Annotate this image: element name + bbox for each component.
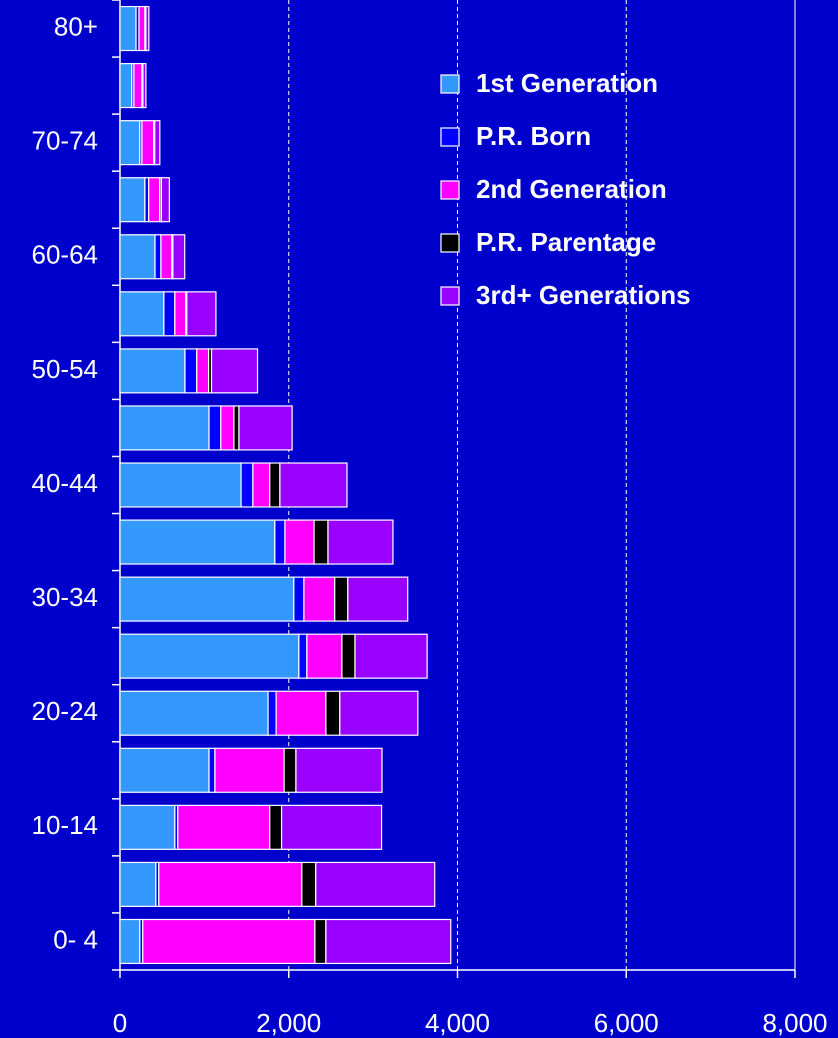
bar-segment — [354, 633, 428, 679]
y-tick-label: 60-64 — [32, 240, 99, 270]
bar-segment — [119, 918, 141, 965]
bar-segment — [325, 918, 452, 965]
y-tick-label: 70-74 — [32, 126, 99, 156]
bar-segment — [327, 519, 394, 565]
bar-segment — [119, 747, 210, 793]
bar-segment — [145, 5, 150, 52]
bar-segment — [196, 348, 210, 394]
bar-segment — [119, 804, 176, 850]
bar-segment — [306, 633, 343, 679]
x-tick-label: 0 — [113, 1008, 127, 1038]
bar-segment — [184, 348, 198, 394]
bar-segment — [233, 405, 240, 451]
bar-segment — [119, 633, 300, 679]
bar-segment — [314, 918, 327, 965]
x-tick-label: 4,000 — [425, 1008, 490, 1038]
bar-segment — [269, 462, 281, 508]
bar-segment — [142, 918, 316, 965]
y-tick-label: 10-14 — [32, 810, 99, 840]
bar-segment — [119, 234, 156, 280]
bar-segment — [208, 747, 216, 793]
legend-swatch — [440, 127, 460, 147]
bar-segment — [339, 690, 419, 736]
bar-segment — [163, 291, 176, 337]
bar-segment — [186, 291, 217, 337]
legend-swatch — [440, 180, 460, 200]
bar-segment — [313, 519, 329, 565]
bar-segment — [295, 747, 383, 793]
x-tick-label: 6,000 — [594, 1008, 659, 1038]
bar-segment — [119, 861, 157, 907]
legend-swatch — [440, 74, 460, 94]
bar-segment — [119, 291, 165, 337]
bar-segment — [172, 234, 186, 280]
bar-segment — [142, 63, 147, 109]
bar-segment — [210, 348, 259, 394]
y-tick-label: 50-54 — [32, 354, 99, 384]
bar-segment — [341, 633, 356, 679]
bar-segment — [158, 861, 303, 907]
bar-segment — [174, 291, 187, 337]
legend-swatch — [440, 233, 460, 253]
legend-label: P.R. Born — [476, 121, 591, 151]
bar-segment — [119, 5, 137, 52]
legend-label: 3rd+ Generations — [476, 280, 691, 310]
bar-segment — [267, 690, 277, 736]
bar-segment — [347, 576, 409, 622]
bar-segment — [119, 63, 133, 109]
bar-segment — [119, 177, 146, 223]
bar-segment — [284, 519, 315, 565]
bar-segment — [279, 462, 348, 508]
bar-segment — [208, 405, 222, 451]
x-tick-label: 8,000 — [762, 1008, 827, 1038]
bar-segment — [141, 120, 155, 166]
x-tick-label: 2,000 — [256, 1008, 321, 1038]
bar-segment — [119, 348, 186, 394]
bar-segment — [240, 462, 254, 508]
bar-segment — [119, 120, 141, 166]
bar-segment — [160, 177, 170, 223]
bar-segment — [133, 63, 143, 109]
legend-label: P.R. Parentage — [476, 227, 656, 257]
bar-segment — [119, 405, 210, 451]
bar-segment — [138, 5, 146, 52]
y-tick-label: 20-24 — [32, 696, 99, 726]
bar-segment — [301, 861, 317, 907]
bar-segment — [119, 690, 269, 736]
bar-segment — [119, 462, 242, 508]
bar-segment — [119, 519, 276, 565]
bar-segment — [298, 633, 308, 679]
bar-segment — [293, 576, 305, 622]
legend-label: 2nd Generation — [476, 174, 667, 204]
bar-segment — [119, 576, 295, 622]
y-tick-label: 40-44 — [32, 468, 99, 498]
legend-swatch — [440, 286, 460, 306]
bar-segment — [252, 462, 271, 508]
y-tick-label: 80+ — [54, 11, 98, 41]
bar-segment — [148, 177, 161, 223]
bar-segment — [274, 519, 286, 565]
bar-segment — [315, 861, 436, 907]
bar-segment — [334, 576, 349, 622]
bar-segment — [160, 234, 173, 280]
bar-segment — [275, 690, 327, 736]
bar-segment — [303, 576, 336, 622]
bar-segment — [154, 234, 162, 280]
bar-segment — [238, 405, 293, 451]
bar-segment — [325, 690, 341, 736]
y-tick-label: 0- 4 — [53, 924, 98, 954]
bar-segment — [269, 804, 283, 850]
legend-label: 1st Generation — [476, 68, 658, 98]
bar-segment — [280, 804, 383, 850]
bar-segment — [220, 405, 235, 451]
bar-segment — [177, 804, 271, 850]
bar-segment — [154, 120, 161, 166]
y-tick-label: 30-34 — [32, 582, 99, 612]
bar-segment — [214, 747, 285, 793]
bar-segment — [283, 747, 297, 793]
